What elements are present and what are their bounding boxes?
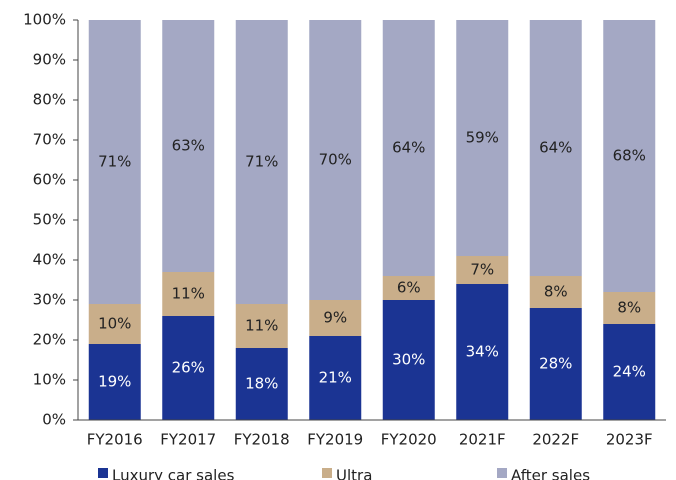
data-label: 11%: [245, 317, 278, 335]
x-tick-label: 2021F: [459, 431, 506, 449]
data-label: 8%: [544, 283, 568, 301]
bar-segment: [88, 344, 141, 420]
data-label: 10%: [98, 315, 131, 333]
bar-segment: [235, 348, 288, 420]
data-label: 59%: [466, 129, 499, 147]
legend-swatch: [98, 468, 108, 478]
bar-segment: [456, 20, 509, 256]
y-tick-label: 70%: [33, 131, 66, 149]
data-label: 7%: [470, 261, 494, 279]
x-tick-label: FY2017: [160, 431, 216, 449]
data-label: 34%: [466, 343, 499, 361]
bar-segment: [162, 272, 215, 316]
data-label: 71%: [98, 153, 131, 171]
legend-swatch: [322, 468, 332, 478]
bar-segment: [456, 256, 509, 284]
bar-segment: [603, 292, 656, 324]
x-tick-label: FY2018: [234, 431, 290, 449]
y-tick-label: 60%: [33, 171, 66, 189]
bar-segment: [456, 284, 509, 420]
bar-segment: [603, 324, 656, 420]
bar-segment: [309, 20, 362, 300]
bar-segment: [235, 20, 288, 304]
data-label: 18%: [245, 375, 278, 393]
data-label: 24%: [613, 363, 646, 381]
y-tick-label: 40%: [33, 251, 66, 269]
bar-segment: [382, 20, 435, 276]
bar-segment: [529, 308, 582, 420]
bar-segment: [382, 300, 435, 420]
bar-segment: [88, 20, 141, 304]
x-tick-label: FY2019: [307, 431, 363, 449]
data-label: 6%: [397, 279, 421, 297]
data-label: 9%: [323, 309, 347, 327]
legend-label: Ultra: [336, 467, 372, 480]
bar-segment: [309, 336, 362, 420]
x-tick-label: FY2020: [381, 431, 437, 449]
data-label: 28%: [539, 355, 572, 373]
x-tick-label: 2023F: [606, 431, 653, 449]
data-label: 64%: [392, 139, 425, 157]
bar-segment: [162, 316, 215, 420]
y-tick-label: 50%: [33, 211, 66, 229]
bar-segment: [235, 304, 288, 348]
data-label: 63%: [172, 137, 205, 155]
data-label: 19%: [98, 373, 131, 391]
bar-segment: [529, 20, 582, 276]
x-tick-label: 2022F: [532, 431, 579, 449]
data-label: 26%: [172, 359, 205, 377]
y-tick-label: 10%: [33, 371, 66, 389]
data-label: 64%: [539, 139, 572, 157]
data-label: 71%: [245, 153, 278, 171]
y-tick-label: 20%: [33, 331, 66, 349]
data-label: 21%: [319, 369, 352, 387]
bar-segment: [88, 304, 141, 344]
bar-segment: [529, 276, 582, 308]
legend-label: Luxury car sales: [112, 467, 235, 480]
y-tick-label: 100%: [23, 11, 66, 29]
bar-segment: [603, 20, 656, 292]
y-tick-label: 30%: [33, 291, 66, 309]
data-label: 8%: [617, 299, 641, 317]
legend-swatch: [497, 468, 507, 478]
y-tick-label: 0%: [42, 411, 66, 429]
data-label: 70%: [319, 151, 352, 169]
data-label: 68%: [613, 147, 646, 165]
bar-segment: [162, 20, 215, 272]
data-label: 11%: [172, 285, 205, 303]
bar-segment: [382, 276, 435, 300]
legend-label: After sales: [511, 467, 590, 480]
y-tick-label: 90%: [33, 51, 66, 69]
y-tick-label: 80%: [33, 91, 66, 109]
x-tick-label: FY2016: [87, 431, 143, 449]
data-label: 30%: [392, 351, 425, 369]
bar-segment: [309, 300, 362, 336]
